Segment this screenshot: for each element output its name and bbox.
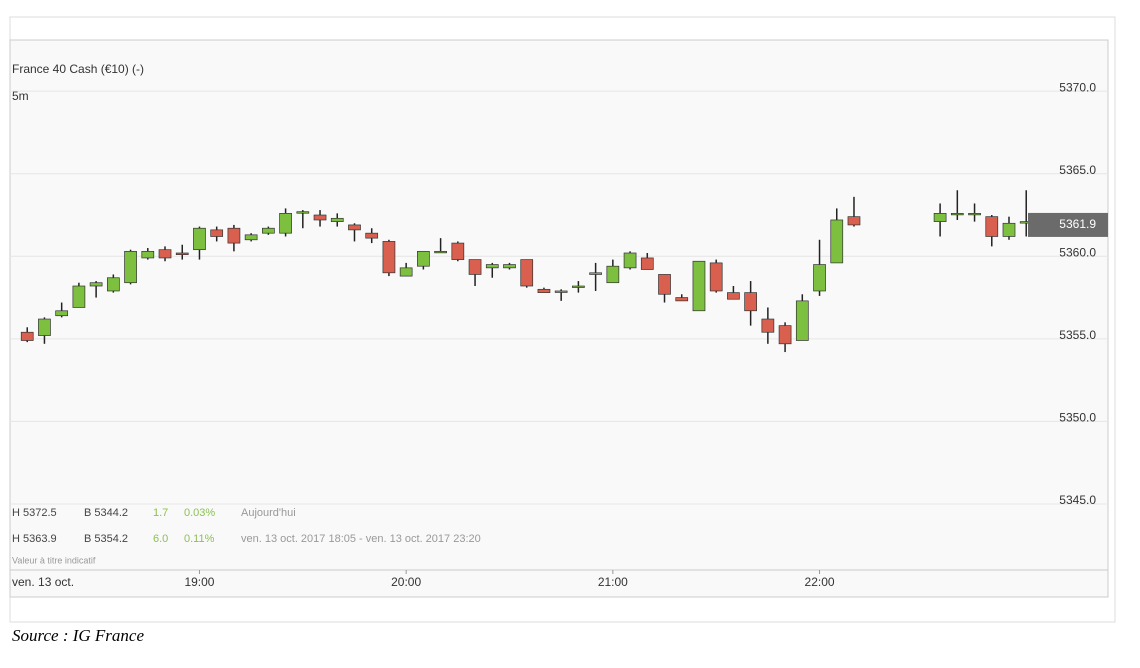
candle-body bbox=[640, 257, 654, 270]
candle-body bbox=[382, 241, 396, 274]
y-tick-label: 5365.0 bbox=[1059, 163, 1096, 177]
y-tick-label: 5370.0 bbox=[1059, 80, 1096, 94]
candle-body bbox=[968, 213, 981, 216]
last-price-label: 5361.9 bbox=[1059, 217, 1096, 231]
candle-body bbox=[262, 227, 275, 234]
x-tick-label: 19:00 bbox=[184, 575, 214, 589]
candle-body bbox=[210, 229, 224, 237]
source: Source : IG France bbox=[12, 626, 144, 645]
candle-body bbox=[89, 282, 103, 287]
candle-body bbox=[761, 318, 775, 333]
candle-body bbox=[348, 224, 361, 231]
candle-body bbox=[244, 234, 258, 241]
interval-label: 5m bbox=[12, 89, 29, 103]
note: Valeur à titre indicatif bbox=[12, 555, 96, 565]
candle-body bbox=[589, 272, 602, 275]
y-tick-label: 5355.0 bbox=[1059, 328, 1096, 342]
candle-body bbox=[468, 259, 482, 275]
candle-body bbox=[106, 277, 120, 292]
candle-body bbox=[141, 250, 155, 259]
candle-body bbox=[451, 242, 465, 260]
candle-body bbox=[38, 318, 51, 336]
candle-body bbox=[193, 227, 206, 251]
candle-body bbox=[520, 259, 534, 287]
candle-body bbox=[296, 211, 310, 214]
candle-body bbox=[675, 297, 689, 302]
info-text: 6.0 bbox=[153, 533, 168, 545]
candle-body bbox=[830, 219, 844, 264]
x-tick-label: 22:00 bbox=[805, 575, 835, 589]
candle-body bbox=[537, 288, 551, 293]
candle-body bbox=[950, 213, 964, 216]
candle-body bbox=[124, 250, 137, 284]
candle-body bbox=[623, 252, 637, 269]
candle-body bbox=[55, 310, 69, 317]
candle-body bbox=[158, 249, 172, 259]
plot-area bbox=[9, 39, 1109, 598]
candle-body bbox=[692, 260, 706, 312]
last-price-box bbox=[1028, 212, 1108, 237]
candle-body bbox=[847, 216, 861, 226]
info-text: 0.11% bbox=[184, 533, 215, 545]
candle-body bbox=[330, 217, 344, 222]
y-tick-label: 5350.0 bbox=[1059, 411, 1096, 425]
info-text: H 5372.5 bbox=[12, 507, 57, 519]
info-text: 1.7 bbox=[153, 507, 168, 519]
candle-body bbox=[503, 264, 516, 269]
candle-body bbox=[572, 285, 585, 288]
candle-body bbox=[813, 264, 826, 292]
candle-body bbox=[727, 292, 740, 300]
candle-body bbox=[554, 290, 568, 293]
info-text: B 5344.2 bbox=[84, 507, 128, 519]
x-date-label: ven. 13 oct. bbox=[12, 575, 74, 589]
candle-body bbox=[434, 250, 447, 254]
candle-body bbox=[313, 214, 327, 221]
candle-body bbox=[1002, 222, 1016, 237]
candle-body bbox=[20, 331, 34, 341]
candle-body bbox=[778, 325, 792, 345]
info-text: Aujourd'hui bbox=[241, 507, 296, 519]
y-tick-label: 5360.0 bbox=[1059, 245, 1096, 259]
candle-body bbox=[606, 265, 620, 284]
candle-body bbox=[709, 262, 723, 292]
info-text: B 5354.2 bbox=[84, 533, 128, 545]
candle-body bbox=[795, 300, 809, 341]
candle-body bbox=[227, 227, 241, 244]
candle-body bbox=[72, 285, 86, 308]
x-tick-label: 20:00 bbox=[391, 575, 421, 589]
candle-body bbox=[933, 213, 947, 222]
info-text: 0.03% bbox=[184, 507, 215, 519]
x-tick-label: 21:00 bbox=[598, 575, 628, 589]
y-tick-label: 5345.0 bbox=[1059, 493, 1096, 507]
candle-body bbox=[658, 274, 671, 295]
candle-body bbox=[744, 292, 757, 312]
candle-body bbox=[399, 267, 413, 277]
candle-body bbox=[365, 232, 379, 239]
candle-body bbox=[417, 250, 430, 267]
chart-title: France 40 Cash (€10) (-) bbox=[12, 62, 144, 76]
candle-body bbox=[485, 264, 499, 269]
info-text: ven. 13 oct. 2017 18:05 - ven. 13 oct. 2… bbox=[241, 533, 481, 545]
info-text: H 5363.9 bbox=[12, 533, 57, 545]
candle-body bbox=[175, 252, 189, 255]
candle-body bbox=[279, 213, 292, 234]
candle-body bbox=[985, 216, 999, 237]
